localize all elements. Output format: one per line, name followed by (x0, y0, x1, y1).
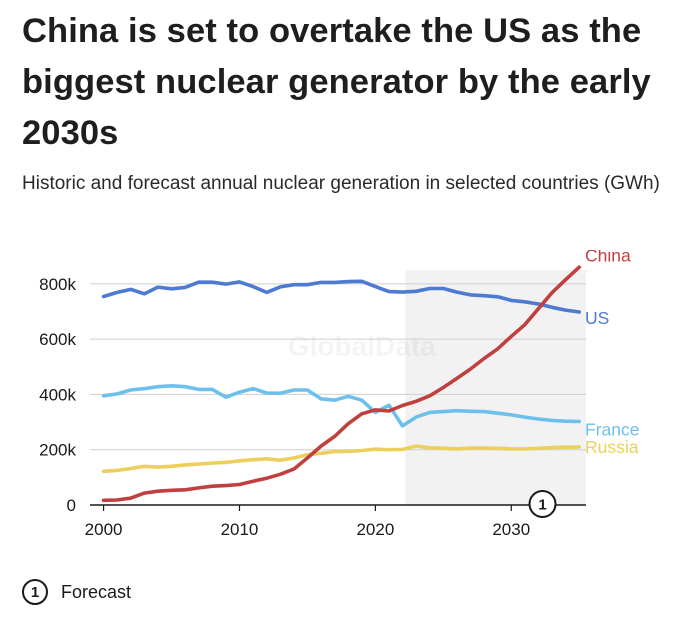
series-line-russia (101, 444, 582, 474)
y-tick-label: 0 (67, 496, 76, 515)
forecast-marker-circle (528, 490, 557, 518)
series-line-china (101, 265, 582, 503)
series-label-france: France (585, 420, 639, 440)
x-tick-label: 2010 (221, 520, 259, 539)
forecast-region (405, 270, 586, 505)
x-tick-label: 2030 (492, 520, 530, 539)
y-tick-label: 400k (39, 385, 76, 404)
forecast-legend: 1 Forecast (22, 579, 131, 605)
chart-subtitle: Historic and forecast annual nuclear gen… (22, 173, 660, 194)
series-label-china: China (585, 250, 631, 265)
series-line-us (101, 279, 582, 314)
y-tick-label: 200k (39, 441, 76, 460)
forecast-legend-marker: 1 (22, 579, 48, 605)
series-label-us: US (585, 308, 609, 328)
series-label-russia: Russia (585, 437, 639, 457)
x-tick-label: 2000 (85, 520, 123, 539)
forecast-legend-label: Forecast (61, 581, 132, 602)
series-line-france (101, 384, 582, 428)
forecast-marker-label: 1 (538, 497, 546, 514)
y-tick-label: 800k (39, 275, 76, 294)
nuclear-generation-line-chart: GlobalData 0 200k 400k 600k 800k 2000 2010 2020… (39, 250, 639, 539)
watermark: GlobalData (288, 331, 436, 362)
x-tick-label: 2020 (356, 520, 394, 539)
y-tick-label: 600k (39, 330, 76, 349)
chart-title: China is set to overtake the US as the b… (22, 12, 651, 152)
